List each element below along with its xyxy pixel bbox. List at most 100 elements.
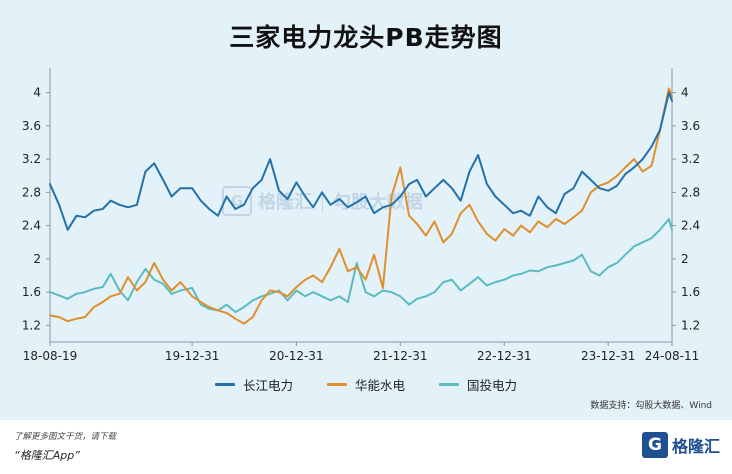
data-point-1 (102, 301, 104, 303)
data-point-1 (75, 318, 78, 320)
data-point-1 (269, 289, 271, 292)
data-point-0 (399, 195, 401, 198)
data-point-2 (269, 293, 271, 295)
data-point-2 (179, 289, 181, 292)
data-point-2 (408, 304, 410, 306)
x-tick-label: 21-12-31 (373, 349, 427, 363)
data-point-2 (659, 229, 661, 231)
data-point-1 (373, 254, 375, 256)
data-point-2 (243, 306, 245, 308)
data-point-1 (243, 323, 245, 325)
data-point-0 (295, 181, 297, 183)
data-point-0 (153, 162, 155, 164)
data-point-1 (537, 220, 540, 223)
data-point-2 (442, 281, 444, 283)
data-point-1 (162, 279, 164, 281)
data-point-2 (468, 283, 471, 285)
data-point-2 (642, 241, 644, 243)
data-point-1 (650, 165, 653, 167)
data-point-2 (616, 262, 618, 264)
data-point-0 (598, 187, 601, 189)
data-point-0 (650, 146, 653, 148)
data-point-2 (49, 291, 51, 293)
data-point-0 (171, 195, 173, 198)
y-tick-label-right: 2.8 (681, 185, 700, 199)
data-point-2 (127, 299, 129, 301)
legend-item-series-0: 长江电力 (214, 375, 293, 394)
data-point-1 (321, 281, 323, 283)
data-point-0 (191, 187, 193, 189)
data-point-0 (261, 179, 263, 181)
data-point-1 (217, 309, 219, 311)
data-point-0 (382, 206, 384, 208)
y-tick-label-right: 2 (681, 252, 689, 266)
data-point-0 (537, 195, 540, 198)
legend-label-1: 华能水电 (354, 378, 405, 393)
data-point-1 (494, 240, 496, 242)
data-point-1 (668, 87, 670, 90)
data-point-1 (460, 212, 462, 214)
data-point-0 (234, 208, 236, 210)
data-point-0 (494, 195, 496, 198)
data-point-1 (477, 220, 479, 223)
data-point-0 (75, 215, 78, 217)
data-point-2 (537, 270, 540, 272)
data-point-0 (572, 187, 575, 189)
data-point-2 (503, 279, 505, 281)
y-tick-label-right: 1.2 (681, 318, 700, 332)
data-point-0 (671, 100, 673, 102)
data-point-1 (442, 241, 444, 243)
data-point-0 (321, 191, 323, 193)
data-point-0 (84, 216, 86, 218)
y-tick-label-left: 2.8 (22, 185, 41, 199)
legend-item-series-1: 华能水电 (326, 375, 405, 394)
y-tick-label-right: 3.2 (681, 152, 700, 166)
x-tick-label: 18-08-19 (23, 349, 77, 363)
data-point-2 (338, 295, 340, 297)
data-point-2 (520, 273, 522, 275)
data-point-1 (564, 223, 566, 225)
data-point-0 (329, 204, 332, 206)
data-point-0 (633, 166, 635, 168)
data-point-1 (356, 266, 358, 268)
data-point-0 (503, 204, 505, 206)
data-point-1 (382, 287, 384, 289)
data-point-2 (399, 295, 401, 297)
data-point-1 (110, 295, 112, 297)
y-tick-label-right: 2.4 (681, 219, 700, 233)
data-point-1 (93, 306, 95, 308)
data-point-0 (217, 215, 219, 217)
data-point-2 (200, 304, 202, 306)
legend-swatch-1 (326, 383, 347, 386)
data-point-2 (671, 229, 673, 231)
data-source: 数据支持：勾股大数据、Wind (590, 401, 712, 411)
data-point-2 (286, 299, 289, 301)
data-point-0 (136, 204, 138, 206)
data-point-0 (433, 187, 436, 189)
data-point-1 (153, 262, 155, 264)
data-point-0 (286, 198, 289, 200)
data-point-2 (572, 259, 575, 262)
data-point-0 (373, 212, 375, 214)
data-point-1 (486, 233, 488, 235)
chart-legend: 长江电力 华能水电 国投电力 (0, 375, 732, 394)
data-point-1 (616, 175, 618, 177)
y-tick-label-left: 3.2 (22, 152, 41, 166)
data-point-1 (136, 289, 138, 292)
data-point-2 (598, 274, 601, 277)
data-point-1 (278, 291, 280, 293)
data-point-2 (356, 262, 358, 264)
data-point-2 (329, 299, 332, 301)
y-tick-label-right: 4 (681, 86, 689, 100)
data-point-2 (136, 281, 138, 283)
data-point-1 (295, 286, 297, 288)
data-point-1 (58, 316, 60, 318)
data-point-0 (607, 190, 609, 192)
data-point-0 (243, 204, 245, 206)
data-point-0 (127, 206, 129, 208)
data-point-1 (671, 96, 673, 98)
data-point-0 (200, 200, 202, 202)
data-point-0 (486, 183, 488, 185)
data-point-1 (408, 215, 410, 217)
data-point-1 (191, 295, 193, 297)
